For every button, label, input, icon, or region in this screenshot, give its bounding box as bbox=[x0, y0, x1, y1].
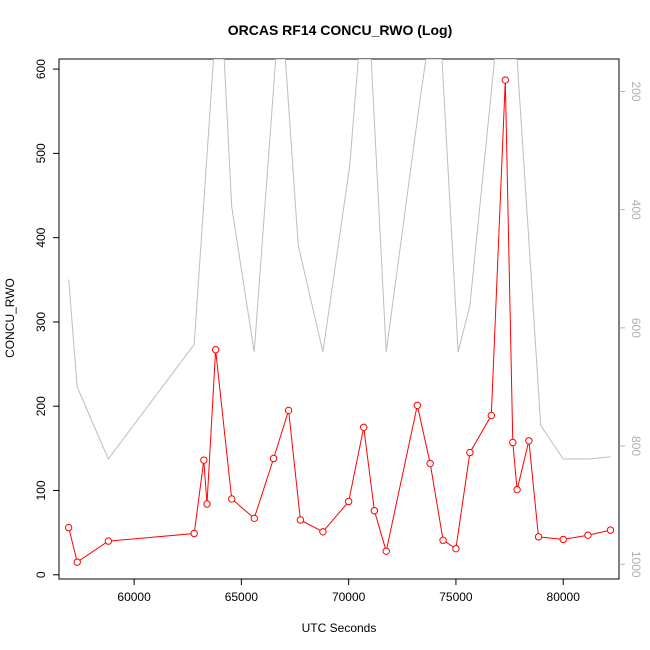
data-point bbox=[104, 537, 113, 545]
x-axis: 60000 65000 70000 75000 80000 bbox=[117, 579, 580, 604]
y-tick-label: 600 bbox=[34, 59, 48, 79]
y-tick-label: 200 bbox=[34, 396, 48, 416]
data-point bbox=[452, 544, 460, 553]
data-point bbox=[73, 558, 81, 566]
y-tick-label: 0 bbox=[34, 571, 48, 578]
data-point bbox=[370, 507, 379, 515]
x-axis-label: UTC Seconds bbox=[302, 621, 377, 635]
data-point bbox=[64, 523, 73, 532]
data-point bbox=[513, 485, 521, 494]
y2-tick-label: 800 bbox=[629, 436, 643, 456]
primary-series-line bbox=[68, 80, 611, 563]
data-point bbox=[319, 528, 327, 536]
data-point bbox=[250, 514, 258, 523]
data-point bbox=[359, 423, 368, 431]
data-point bbox=[200, 456, 208, 464]
chart-title: ORCAS RF14 CONCU_RWO (Log) bbox=[228, 22, 453, 38]
data-point bbox=[584, 531, 592, 539]
x-tick-label: 75000 bbox=[439, 590, 473, 604]
data-point bbox=[501, 76, 509, 84]
data-point bbox=[439, 536, 447, 544]
data-point bbox=[606, 526, 615, 534]
y2-tick-label: 600 bbox=[629, 318, 643, 338]
plot-frame bbox=[58, 58, 620, 580]
data-point bbox=[509, 438, 517, 447]
data-point bbox=[296, 516, 305, 524]
y-tick-label: 400 bbox=[34, 227, 48, 247]
data-point bbox=[466, 448, 474, 457]
data-point bbox=[426, 459, 434, 468]
y-tick-label: 500 bbox=[34, 143, 48, 163]
y-axis-label: CONCU_RWO bbox=[3, 278, 17, 358]
y-tick-label: 300 bbox=[34, 312, 48, 332]
data-point bbox=[487, 411, 496, 420]
y-axis-left: 0 100 200 300 400 500 600 bbox=[34, 59, 59, 578]
x-tick-label: 80000 bbox=[547, 590, 581, 604]
series-layer bbox=[64, 59, 615, 566]
data-point bbox=[413, 401, 422, 410]
data-point bbox=[525, 437, 533, 445]
data-point bbox=[559, 535, 567, 544]
y2-tick-label: 200 bbox=[629, 81, 643, 101]
data-point bbox=[228, 495, 236, 503]
y-axis-right: 200 400 600 800 1000 bbox=[619, 81, 643, 578]
data-point bbox=[382, 547, 390, 555]
data-point bbox=[211, 346, 220, 354]
y2-tick-label: 400 bbox=[629, 200, 643, 220]
data-point bbox=[190, 529, 198, 538]
y-tick-label: 100 bbox=[34, 480, 48, 500]
data-point bbox=[269, 454, 278, 463]
x-tick-label: 65000 bbox=[225, 590, 259, 604]
y2-tick-label: 1000 bbox=[629, 551, 643, 578]
x-tick-label: 70000 bbox=[332, 590, 366, 604]
x-tick-label: 60000 bbox=[117, 590, 151, 604]
data-point bbox=[203, 500, 211, 508]
data-point bbox=[284, 406, 293, 415]
secondary-series-line bbox=[68, 59, 611, 460]
data-point bbox=[534, 533, 543, 541]
data-point bbox=[344, 497, 353, 506]
